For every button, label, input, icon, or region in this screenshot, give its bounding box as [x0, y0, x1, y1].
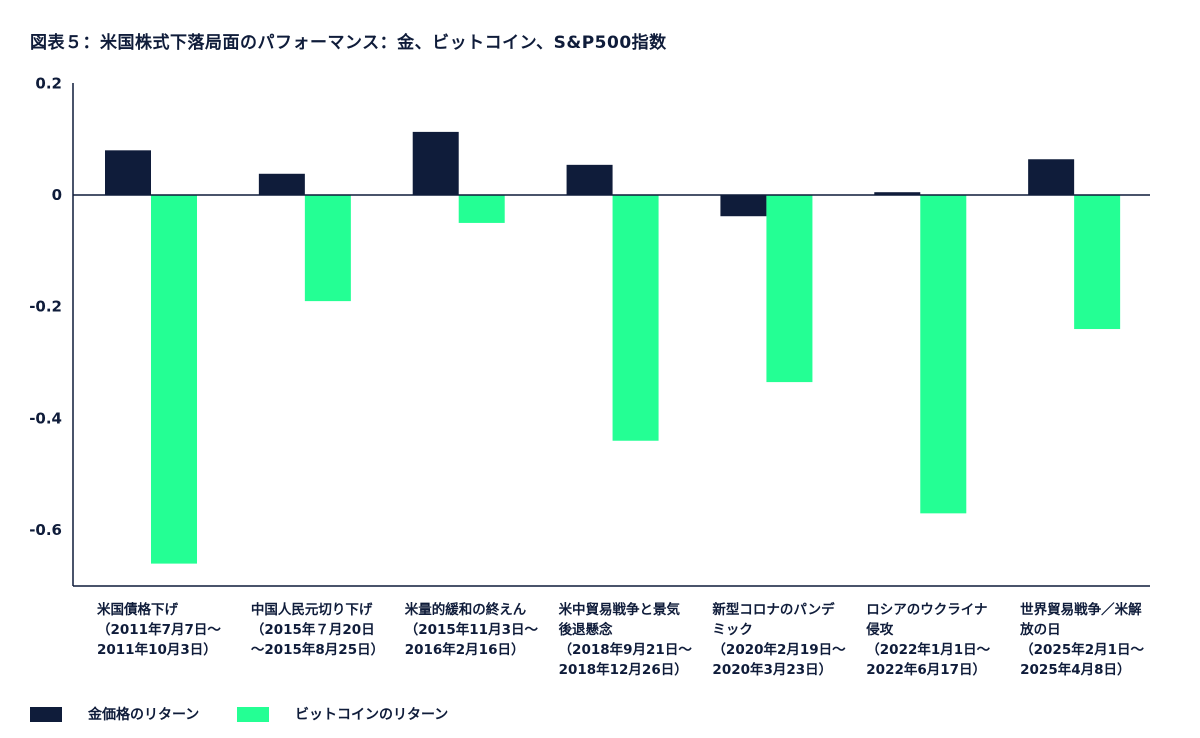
- bar-gold: [412, 131, 459, 195]
- x-tick-label: 米量的緩和の終えん （2015年11月3日～ 2016年2月16日）: [405, 600, 538, 660]
- x-tick-label: 世界貿易戦争／米解 放の日 （2025年2月1日～ 2025年4月8日）: [1020, 600, 1144, 680]
- legend-item-gold: 金価格のリターン: [30, 704, 199, 724]
- x-tick-label-line: 中国人民元切り下げ: [250, 602, 373, 618]
- legend-swatch-bitcoin: [237, 706, 269, 722]
- x-tick-label-line: （2018年9月21日～: [558, 642, 692, 658]
- x-tick-label-line: （2022年1月1日～: [866, 642, 991, 658]
- y-tick-label: -0.6: [29, 521, 62, 539]
- x-tick-label-line: ミック: [712, 622, 753, 638]
- x-tick-label-line: 米中貿易戦争と景気: [558, 602, 681, 618]
- bar-gold: [105, 150, 151, 195]
- y-tick-label: 0.2: [35, 74, 62, 92]
- bar-bitcoin: [304, 195, 351, 302]
- y-tick-label: -0.4: [29, 409, 62, 427]
- x-tick-label-line: 米国債格下げ: [97, 602, 178, 618]
- bar-bitcoin: [766, 195, 813, 383]
- x-tick-label-line: 米量的緩和の終えん: [404, 602, 527, 618]
- x-tick-label-line: 2020年3月23日）: [712, 662, 833, 678]
- x-tick-label-line: 2025年4月8日）: [1020, 662, 1131, 678]
- bar-gold: [1028, 159, 1075, 195]
- legend-label-gold: 金価格のリターン: [88, 707, 200, 723]
- x-tick-label-line: （2015年７月20日: [250, 622, 375, 638]
- bar-gold: [720, 195, 767, 217]
- y-tick-label: 0: [52, 186, 62, 204]
- bar-bitcoin: [920, 195, 967, 514]
- x-tick-label: 米中貿易戦争と景気 後退懸念 （2018年9月21日～ 2018年12月26日）: [559, 600, 692, 680]
- bar-gold: [258, 173, 305, 195]
- x-tick-label-line: （2011年7月7日～: [97, 622, 221, 638]
- legend-item-bitcoin: ビットコインのリターン: [237, 704, 448, 724]
- bar-bitcoin: [612, 195, 659, 441]
- x-tick-label-line: 2016年2月16日）: [404, 642, 525, 658]
- x-tick-label: ロシアのウクライナ 侵攻 （2022年1月1日～ 2022年6月17日）: [866, 600, 990, 680]
- x-tick-label-line: 後退懸念: [558, 622, 613, 638]
- x-tick-label-line: 2011年10月3日）: [97, 642, 217, 658]
- bar-bitcoin: [151, 195, 197, 564]
- x-tick-label-line: ロシアのウクライナ: [866, 602, 988, 618]
- x-tick-label-line: 放の日: [1020, 622, 1061, 638]
- legend-swatch-gold: [30, 706, 62, 722]
- chart-title: 図表５：米国株式下落局面のパフォーマンス：金、ビットコイン、S&P500指数: [30, 33, 667, 53]
- x-tick-label-line: 侵攻: [866, 622, 894, 638]
- bar-bitcoin: [1074, 195, 1121, 330]
- x-tick-label-line: 新型コロナのパンデ: [712, 602, 835, 618]
- x-tick-label-line: 2018年12月26日）: [558, 662, 688, 678]
- y-tick-label: -0.2: [29, 298, 62, 316]
- bar-bitcoin: [458, 195, 505, 223]
- x-tick-label-line: 世界貿易戦争／米解: [1020, 602, 1142, 618]
- x-tick-label: 中国人民元切り下げ （2015年７月20日 ～2015年8月25日）: [251, 600, 384, 660]
- x-tick-label-line: ～2015年8月25日）: [250, 642, 385, 658]
- legend-label-bitcoin: ビットコインのリターン: [295, 707, 449, 723]
- x-tick-label-line: 2022年6月17日）: [866, 662, 987, 678]
- bar-gold: [874, 192, 921, 195]
- x-tick-label: 新型コロナのパンデ ミック （2020年2月19日～ 2020年3月23日）: [712, 600, 845, 680]
- bar-gold: [566, 164, 613, 195]
- x-tick-label-line: （2020年2月19日～: [712, 642, 846, 658]
- x-tick-label-line: （2025年2月1日～: [1020, 642, 1145, 658]
- x-tick-label: 米国債格下げ （2011年7月7日～ 2011年10月3日）: [97, 600, 221, 660]
- x-tick-label-line: （2015年11月3日～: [404, 622, 538, 638]
